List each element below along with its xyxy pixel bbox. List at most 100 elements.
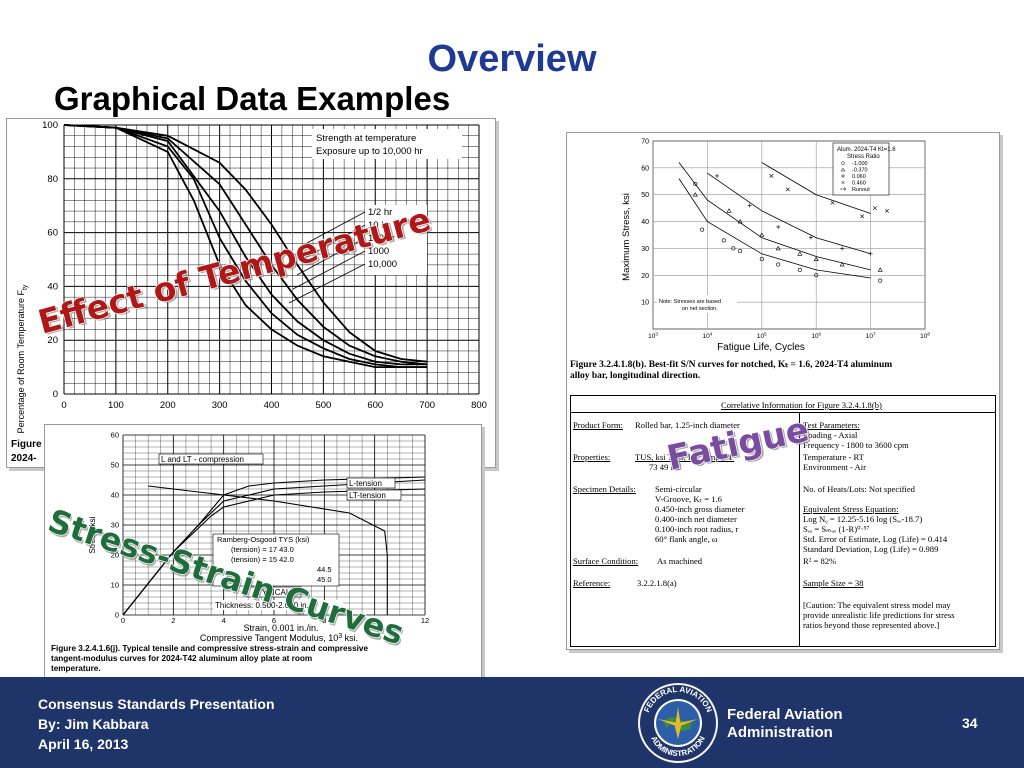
- stress-strain-xlabel: Strain, 0.001 in./in.: [243, 623, 318, 633]
- properties-label: Properties:: [573, 452, 611, 462]
- stress-strain-chart: 0 2 4 6 8 10 12 0 10 20 30 40 50 60 Stress, ksi L and…: [88, 431, 429, 644]
- fatigue-point: [776, 262, 781, 267]
- fatigue-caption-line-2: alloy bar, longitudinal direction.: [570, 371, 701, 381]
- fatigue-legend-title-2: Stress Ratio: [847, 154, 880, 160]
- fatigue-point: [759, 257, 764, 262]
- temperature-chart-panel: 0 100 200 300 400 500 600 700 800 0 20 40 60 80 100 Pe…: [6, 118, 496, 468]
- test-line-1: Loading - Axial: [803, 430, 858, 440]
- fatigue-legend-marker: [841, 161, 845, 165]
- fatigue-point: [769, 173, 774, 178]
- specimen-line-4: 0.400-inch net diameter: [655, 514, 737, 524]
- test-line-2: Frequency - 1800 to 3600 cpm: [803, 440, 909, 450]
- fatigue-point: [797, 267, 802, 272]
- fatigue-curve: [707, 172, 871, 255]
- curve-label-100hr: 100 hr: [368, 233, 395, 244]
- fatigue-point: [872, 206, 877, 211]
- specimen-line-1: Semi-circular: [655, 484, 702, 494]
- ss-ytick: 20: [111, 551, 119, 560]
- fatigue-legend-title-1: Alum. 2024-T4 Kt=1.6: [837, 147, 896, 153]
- temp-ytick: 80: [47, 174, 58, 185]
- fatigue-xtick: 107: [866, 332, 876, 341]
- stress-strain-panel: 0 2 4 6 8 10 12 0 10 20 30 40 50 60 Stress, ksi L and…: [44, 424, 482, 678]
- fatigue-point: [814, 273, 819, 278]
- fatigue-point: [776, 224, 781, 229]
- ss-ytick: 50: [111, 461, 119, 470]
- fatigue-xtick: 104: [703, 332, 713, 341]
- ramberg-row-1: (tension) = 17 43.0: [231, 545, 294, 554]
- fatigue-point: [759, 232, 765, 237]
- equation-label: Equivalent Stress Equation:: [803, 504, 899, 514]
- curve-label-1000: 1000: [368, 246, 389, 257]
- fatigue-note-1: Note: Stresses are based: [659, 299, 721, 305]
- typical-label: TYPICAL: [257, 588, 291, 597]
- stress-strain-xlabel-2: Compressive Tangent Modulus, 103 ksi.: [200, 633, 358, 643]
- curve-label-half-hr: 1/2 hr: [368, 207, 392, 218]
- ss-label-l-tension: L-tension: [349, 479, 382, 488]
- fatigue-curve: [678, 178, 871, 279]
- fatigue-point: [775, 245, 781, 251]
- test-line-3: Temperature - RT: [803, 452, 864, 462]
- fatigue-xtick: 106: [811, 332, 821, 341]
- fatigue-legend-entry: -0.370: [852, 168, 868, 174]
- fatigue-curve: [761, 162, 871, 214]
- caution-line-3: ratios beyond those represented above.]: [803, 620, 940, 630]
- stress-strain-caption: Figure 3.2.4.1.6(j). Typical tensile and…: [51, 644, 479, 674]
- fatigue-xlabel: Fatigue Life, Cycles: [717, 342, 805, 353]
- fatigue-point: [747, 203, 752, 208]
- fatigue-point: [808, 235, 813, 240]
- temp-xtick: 0: [61, 400, 66, 411]
- footer-presentation: Consensus Standards Presentation: [38, 696, 275, 712]
- temp-xtick: 400: [264, 400, 280, 411]
- ss-xtick: 8: [322, 616, 326, 625]
- temperature-ylabel: Percentage of Room Temperature Fty: [16, 284, 29, 433]
- ramberg-header: Ramberg-Osgood TYS (ksi): [217, 535, 310, 544]
- fatigue-legend-entry: -1.000: [852, 161, 868, 167]
- fatigue-point: [738, 249, 743, 254]
- ramberg-row-2: (tension) = 15 42.0: [231, 555, 294, 564]
- fatigue-legend-marker: [841, 174, 845, 178]
- footer-agency-2: Administration: [727, 724, 833, 741]
- fatigue-point: [692, 192, 698, 197]
- temp-curve-12hr: [63, 124, 428, 363]
- temperature-legend-line-1: Strength at temperature: [316, 133, 416, 144]
- slide-subtitle: Graphical Data Examples: [54, 80, 451, 117]
- fatigue-legend-entry: 0.060: [852, 174, 866, 180]
- fatigue-point: [700, 227, 705, 232]
- fatigue-point: [731, 246, 736, 251]
- temp-xtick: 600: [367, 400, 383, 411]
- temp-ytick: 20: [47, 335, 58, 346]
- temp-curve-100hr: [63, 124, 428, 366]
- temp-xtick: 800: [471, 400, 487, 411]
- curve-label-10000: 10,000: [368, 259, 397, 270]
- caution-line-2: provide unrealistic life predictions for…: [803, 610, 955, 620]
- temp-xtick: 500: [315, 400, 331, 411]
- fatigue-point: [785, 187, 790, 192]
- temp-xtick: 700: [419, 400, 435, 411]
- fatigue-point: [877, 267, 883, 272]
- product-form-value: Rolled bar, 1.25-inch diameter: [635, 420, 740, 430]
- ss-caption-line-3: temperature.: [51, 664, 101, 673]
- footer-author: By: Jim Kabbara: [38, 716, 149, 732]
- temp-ytick: 0: [53, 389, 58, 400]
- specimen-line-3: 0.450-inch gross diameter: [655, 504, 745, 514]
- temp-curve-10000: [63, 124, 428, 368]
- temp-xtick: 100: [108, 400, 124, 411]
- reference-value: 3.2.2.1.8(a): [637, 578, 677, 588]
- ss-xtick: 12: [421, 616, 429, 625]
- fatigue-point: [830, 200, 835, 205]
- fatigue-point: [737, 218, 743, 224]
- temp-ytick: 60: [47, 228, 58, 239]
- specimen-label: Specimen Details:: [573, 484, 636, 494]
- ss-curve-tangentmodulus: [148, 485, 388, 615]
- ss-caption-line-2: tangent-modulus curves for 2024-T42 alum…: [51, 654, 313, 663]
- equation-line-4: Standard Deviation, Log (Life) = 0.989: [803, 544, 939, 554]
- fatigue-point: [860, 214, 865, 219]
- fatigue-point: [721, 238, 726, 243]
- properties-cols: TUS, ksi TYS, ksi Temp., °F: [635, 452, 735, 462]
- fatigue-caption-line-1: Figure 3.2.4.1.8(b). Best-fit S/N curves…: [570, 360, 893, 370]
- sample-size: Sample Size = 38: [803, 578, 864, 588]
- ss-ytick: 10: [111, 581, 119, 590]
- faa-seal-icon: FEDERAL AVIATION ADMINISTRATION: [638, 683, 718, 763]
- specimen-line-6: 60° flank angle, ω: [655, 534, 718, 544]
- footer-date: April 16, 2013: [38, 736, 129, 752]
